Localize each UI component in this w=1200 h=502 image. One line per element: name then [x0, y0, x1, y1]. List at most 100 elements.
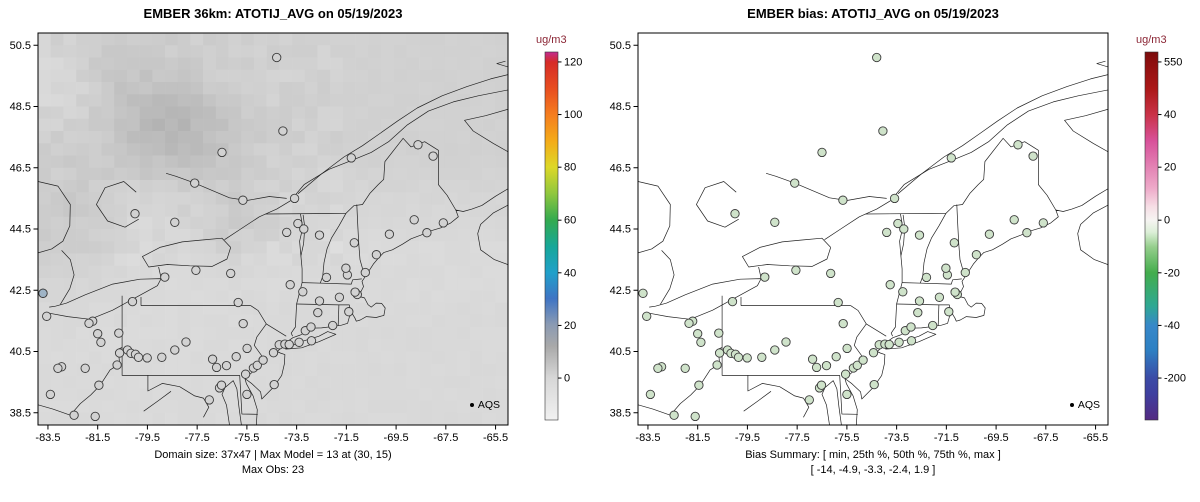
aqs-station-point [226, 268, 236, 279]
axis-tick-label: -20 [1164, 267, 1180, 279]
aqs-station-point [944, 307, 954, 317]
aqs-station-point [971, 250, 982, 260]
aqs-station-point [269, 379, 279, 390]
bias-caption-summary-header: Bias Summary: [ min, 25th %, 50th %, 75t… [745, 449, 1001, 461]
axis-tick-label: 550 [1164, 56, 1182, 68]
colorbar: 120 100 80 60 40 20 0 [544, 51, 582, 421]
aqs-station-point [842, 389, 852, 400]
aqs-station-point [790, 178, 800, 188]
aqs-station-point [191, 265, 201, 275]
bias-legend-aqs: AQS [1008, 399, 1100, 411]
aqs-station-point [742, 353, 752, 363]
aqs-station-point [371, 250, 382, 260]
aqs-station-point [299, 224, 309, 234]
model-colorbar-units-label: ug/m3 [536, 34, 567, 46]
map-borders [38, 60, 508, 425]
aqs-station-point [946, 153, 956, 163]
aqs-station-point [1028, 151, 1038, 161]
aqs-station-point [170, 217, 180, 227]
aqs-station-point [240, 369, 251, 379]
aqs-station-point [90, 411, 100, 422]
axis-tick-label: 48.5 [10, 101, 31, 113]
aqs-station-point [242, 389, 252, 400]
axis-tick-label: -77.5 [185, 432, 210, 444]
aqs-station-point [133, 352, 144, 362]
model-map-plot: -83.5 -81.5 -79.5 -77.5 -75.5 -73.5 -71.5 -69.5… [10, 32, 582, 444]
axis-tick-label: 0 [1164, 215, 1170, 227]
aqs-station-point [934, 292, 945, 302]
aqs-station-point [878, 126, 888, 136]
aqs-station-point [893, 218, 903, 229]
axis-tick-label: 120 [564, 56, 582, 68]
aqs-station-point [242, 343, 252, 354]
aqs-station-point [804, 395, 814, 405]
model-legend-aqs: AQS [408, 399, 500, 411]
axis-tick-label: -79.5 [135, 432, 160, 444]
aqs-station-point [268, 348, 279, 358]
aqs-station-point [114, 328, 124, 338]
aqs-station-point [346, 153, 356, 163]
y-axis: 38.5 40.5 42.5 44.5 46.5 48.5 50.5 [610, 40, 638, 419]
axis-tick-label: 40 [1164, 109, 1176, 121]
aqs-station-point [384, 229, 395, 239]
aqs-station-point [42, 311, 52, 321]
axis-tick-label: -83.5 [635, 432, 660, 444]
x-axis: -83.5 -81.5 -79.5 -77.5 -75.5 -73.5 -71.5 -69.5… [635, 425, 1108, 444]
aqs-station-point [160, 272, 170, 282]
aqs-stations [638, 52, 1048, 422]
aqs-station-point [791, 265, 801, 275]
aqs-dot-icon [469, 403, 474, 407]
map-area [38, 33, 508, 425]
aqs-station-point [831, 352, 841, 362]
x-axis: -83.5 -81.5 -79.5 -77.5 -75.5 -73.5 -71.5 -69.5… [35, 425, 508, 444]
aqs-station-point [334, 292, 345, 302]
aqs-station-point [906, 336, 917, 346]
aqs-station-point [714, 348, 725, 358]
aqs-station-point [882, 227, 892, 238]
aqs-station-point [642, 311, 652, 321]
axis-tick-label: -81.5 [685, 432, 710, 444]
aqs-station-point [884, 339, 894, 350]
aqs-station-point [781, 337, 791, 347]
model-legend-label: AQS [477, 399, 500, 411]
y-axis: 38.5 40.5 42.5 44.5 46.5 48.5 50.5 [10, 40, 38, 419]
aqs-station-point [321, 272, 332, 283]
aqs-station-point [350, 287, 360, 297]
axis-tick-label: 48.5 [610, 101, 631, 113]
aqs-station-point [127, 296, 138, 307]
aqs-station-point [913, 307, 923, 318]
aqs-station-point [653, 363, 663, 373]
aqs-station-point [730, 209, 740, 219]
aqs-station-point [93, 329, 103, 339]
aqs-station-point [289, 193, 300, 204]
bias-legend-label: AQS [1077, 399, 1100, 411]
aqs-station-point [899, 224, 909, 234]
aqs-station-point [293, 218, 303, 229]
axis-tick-label: -75.5 [234, 432, 259, 444]
aqs-station-point [906, 322, 916, 332]
aqs-station-point [298, 287, 308, 297]
aqs-station-point [94, 380, 104, 390]
aqs-station-point [928, 320, 938, 331]
aqs-station-point [314, 230, 325, 240]
axis-tick-label: 42.5 [610, 285, 631, 297]
axis-tick-label: 50.5 [10, 40, 31, 52]
model-caption-domain: Domain size: 37x47 | Max Model = 13 at (… [154, 449, 392, 461]
axis-tick-label: -75.5 [834, 432, 859, 444]
aqs-station-point [984, 229, 995, 239]
axis-tick-label: 50.5 [610, 40, 631, 52]
aqs-station-point [826, 268, 836, 279]
aqs-station-point [114, 348, 125, 358]
aqs-station-point [231, 352, 241, 362]
aqs-station-point [84, 318, 94, 328]
axis-tick-label: 20 [1164, 162, 1176, 174]
aqs-station-point [894, 337, 904, 347]
axis-tick-label: 46.5 [610, 162, 631, 174]
aqs-station-point [638, 288, 648, 298]
aqs-station-point [238, 195, 248, 205]
aqs-station-point [306, 336, 317, 346]
aqs-station-point [258, 355, 268, 365]
aqs-station-point [181, 337, 191, 347]
aqs-station-point [833, 297, 843, 308]
aqs-station-point [714, 328, 724, 338]
